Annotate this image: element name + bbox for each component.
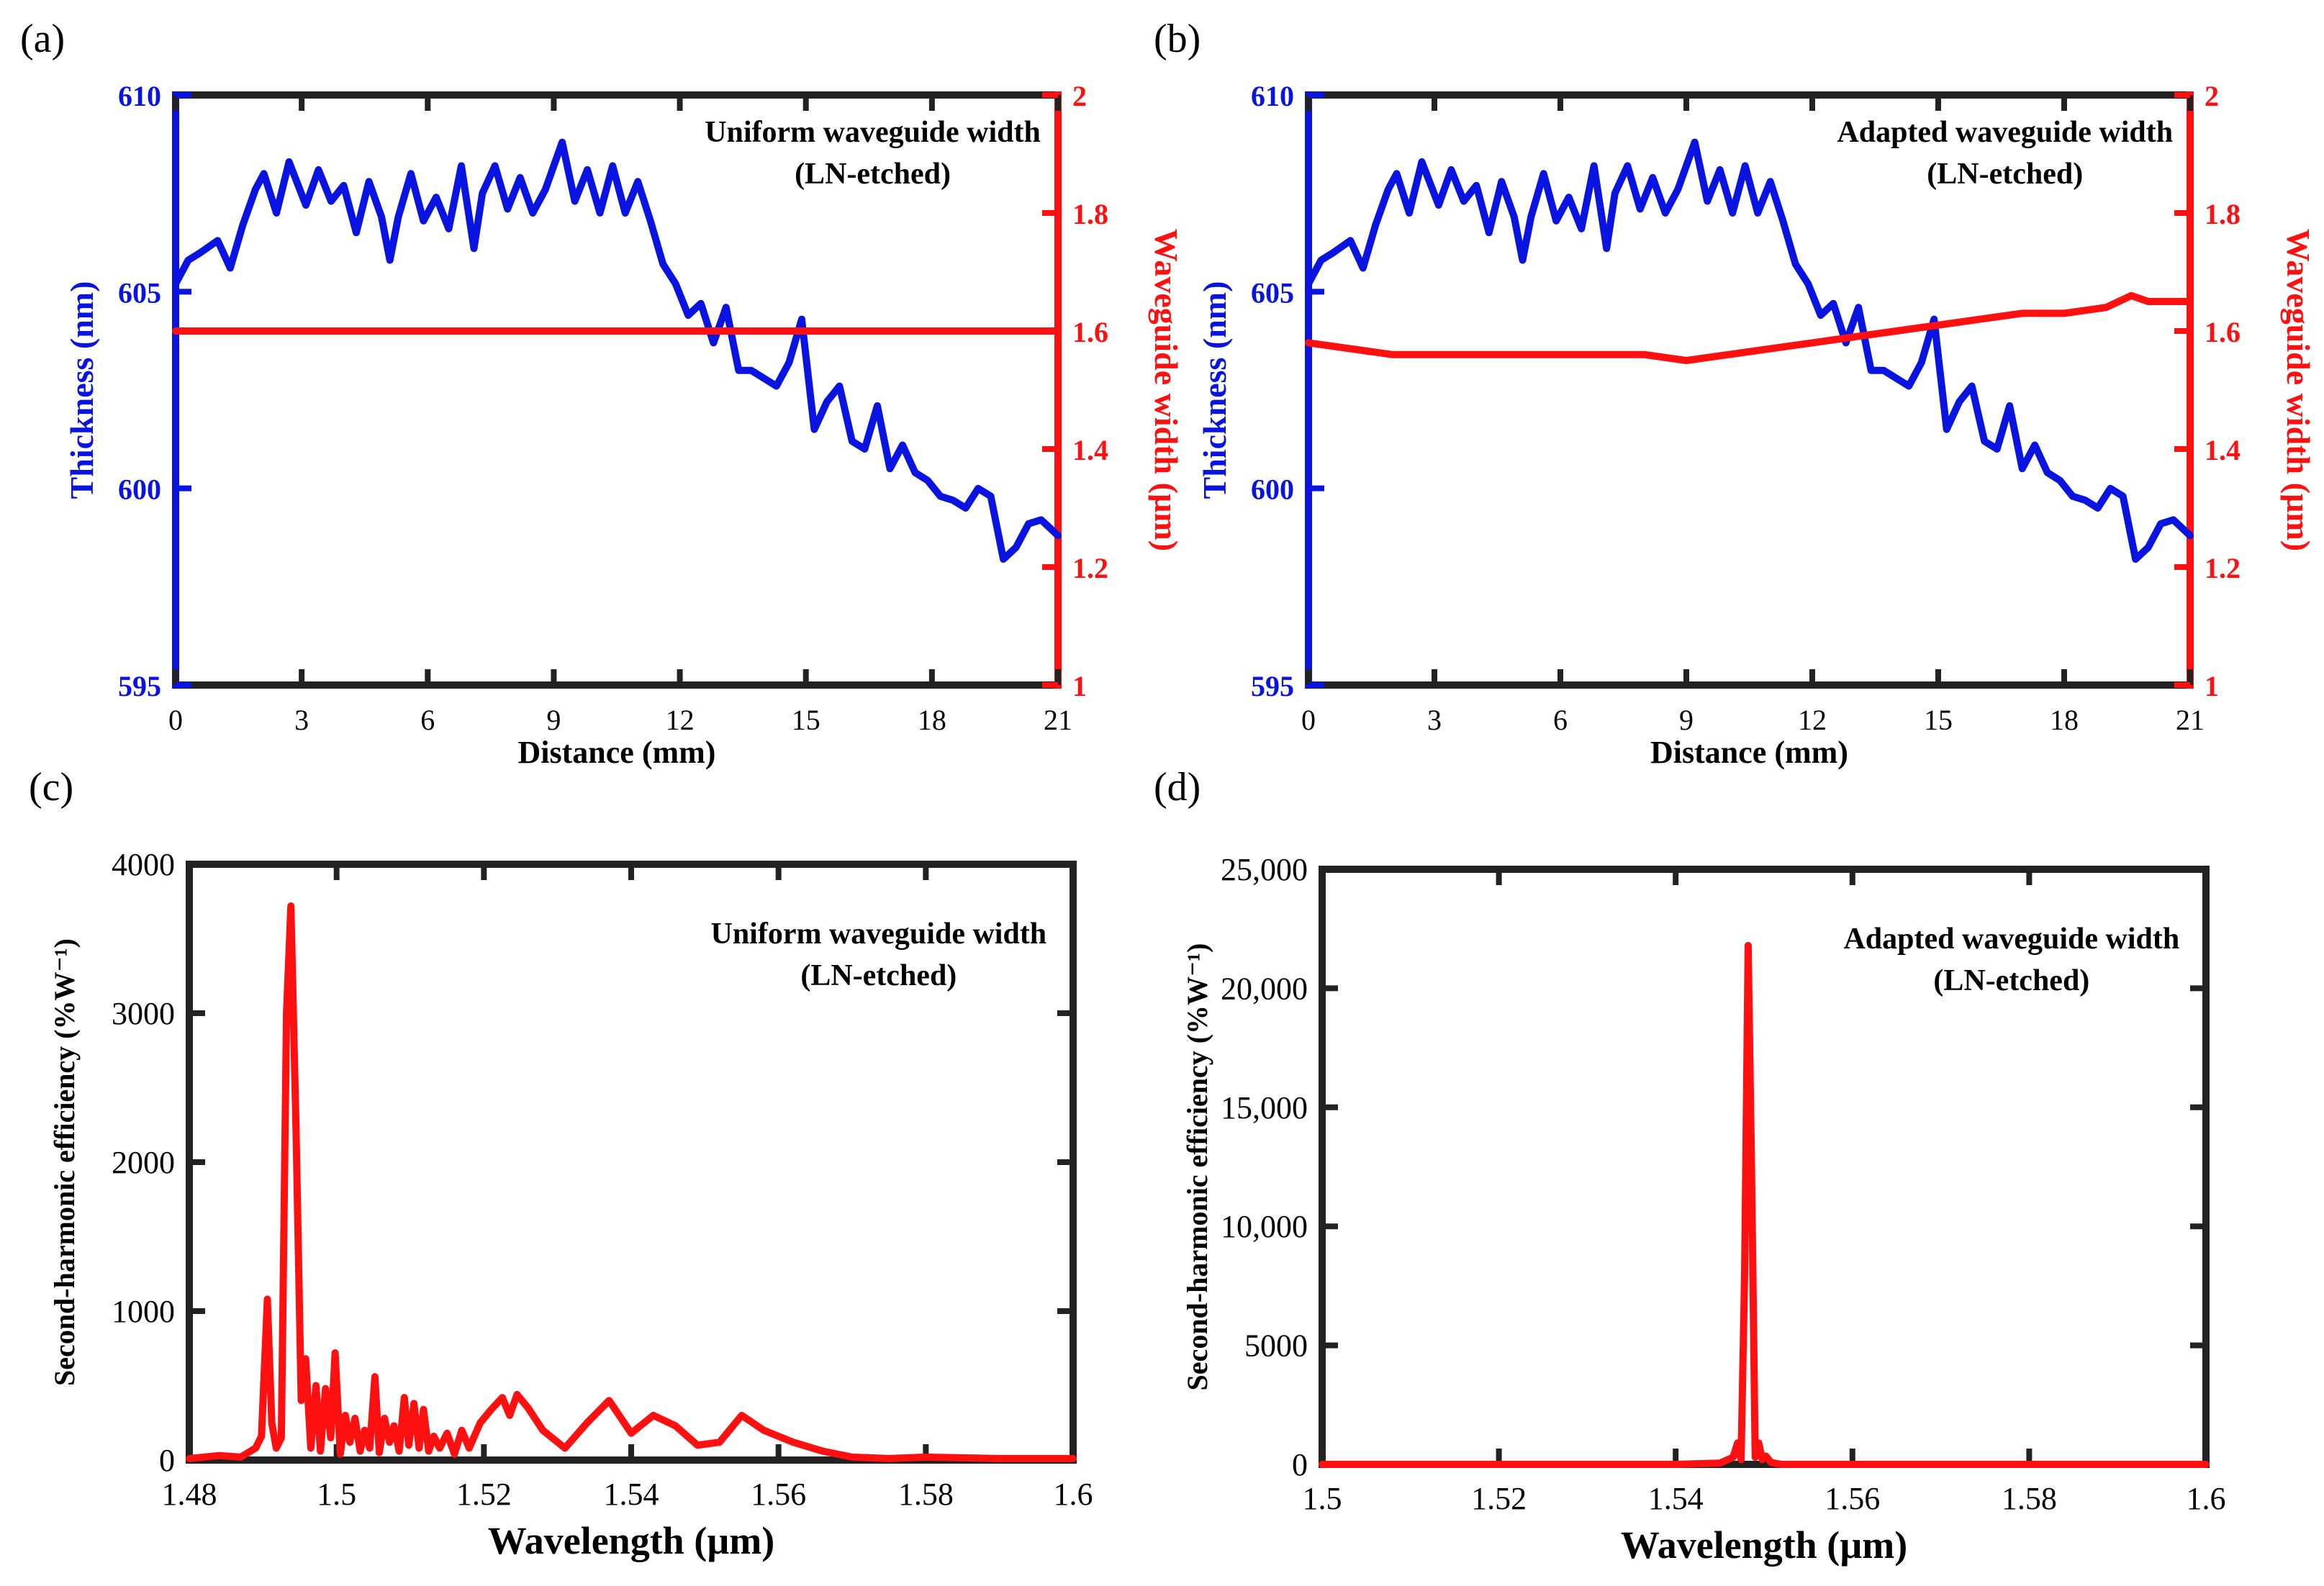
y-axis-label-right: Waveguide width (µm): [2280, 229, 2317, 551]
y-tick-label-left: 0: [159, 1443, 175, 1478]
x-tick-label: 6: [420, 704, 435, 736]
x-axis-label: Distance (mm): [518, 735, 716, 770]
y-axis-label: Second-harmonic efficiency (%W⁻¹): [1181, 943, 1213, 1391]
x-tick-label: 1.58: [898, 1477, 954, 1512]
x-tick-label: 15: [1924, 704, 1953, 736]
y-tick-label-right: 1.8: [1072, 198, 1108, 230]
x-tick-label: 1.52: [1471, 1481, 1527, 1516]
annotation-line-2: (LN-etched): [1927, 158, 2083, 191]
x-tick-label: 18: [918, 704, 946, 736]
y-tick-label-left: 15,000: [1221, 1090, 1308, 1125]
panel-label: (a): [20, 17, 65, 61]
y-tick-label-right: 2: [1072, 80, 1087, 112]
series-line-1: [1305, 138, 2194, 563]
y-tick-label-left: 25,000: [1221, 852, 1308, 887]
series-line-1: [1319, 941, 2210, 1468]
series-line-2: [1305, 291, 2194, 364]
x-axis-label: Wavelength (µm): [1621, 1523, 1908, 1567]
panel-2: (b) 0 3 6 9 12 15 18 21 595 600 605 610 1 1.2 1.4 1.6 1.8…: [1154, 17, 2317, 770]
x-tick-label: 1.56: [751, 1477, 806, 1512]
x-tick-label: 0: [168, 704, 183, 736]
x-tick-label: 1.48: [162, 1477, 217, 1512]
y-tick-label-left: 600: [118, 473, 161, 506]
y-tick-label-left: 605: [1251, 276, 1294, 309]
x-tick-label: 1.54: [604, 1477, 659, 1512]
panel-label: (d): [1154, 765, 1201, 810]
x-tick-label: 1.52: [456, 1477, 512, 1512]
x-axis-label: Wavelength (µm): [488, 1519, 775, 1562]
x-tick-label: 1.6: [2187, 1481, 2226, 1516]
x-tick-label: 1.58: [2002, 1481, 2057, 1516]
x-tick-label: 9: [546, 704, 561, 736]
y-tick-label-right: 1.6: [2205, 316, 2241, 348]
x-tick-label: 18: [2050, 704, 2079, 736]
annotation-line-1: Adapted waveguide width: [1843, 923, 2179, 956]
x-tick-label: 9: [1679, 704, 1694, 736]
annotation-line-2: (LN-etched): [800, 959, 957, 992]
panel-4: (d) 1.5 1.52 1.54 1.56 1.58 1.6 0 5000 10,000 15,0…: [1154, 765, 2226, 1567]
y-tick-label-left: 610: [1251, 80, 1294, 112]
y-tick-label-left: 3000: [112, 996, 175, 1031]
y-tick-label-left: 595: [118, 670, 161, 702]
x-tick-label: 15: [792, 704, 820, 736]
x-axis-label: Distance (mm): [1650, 735, 1848, 770]
y-tick-label-left: 0: [1292, 1447, 1308, 1482]
y-tick-label-right: 1.4: [1072, 434, 1108, 466]
y-tick-label-left: 605: [118, 276, 161, 309]
y-tick-label-right: 2: [2205, 80, 2219, 112]
annotation-line-1: Uniform waveguide width: [710, 917, 1046, 951]
y-tick-label-right: 1: [2205, 670, 2219, 702]
x-tick-label: 0: [1301, 704, 1316, 736]
panel-1: (a) 0 3 6 9 12 15 18 21 595 600 605 610 1 1.2 1.4 1.6 1.8…: [20, 17, 1185, 770]
panel-label: (b): [1154, 17, 1201, 61]
x-tick-label: 1.6: [1054, 1477, 1093, 1512]
y-tick-label-left: 5000: [1244, 1328, 1308, 1364]
y-tick-label-left: 2000: [112, 1145, 175, 1180]
annotation-line-2: (LN-etched): [1933, 964, 2089, 997]
annotation-line-1: Uniform waveguide width: [705, 116, 1041, 149]
y-tick-label-left: 610: [118, 80, 161, 112]
y-tick-label-right: 1.6: [1072, 316, 1108, 348]
y-axis-label-left: Thickness (nm): [1196, 281, 1233, 499]
panel-label: (c): [29, 765, 73, 810]
y-tick-label-left: 10,000: [1221, 1209, 1308, 1244]
annotation-line-2: (LN-etched): [795, 158, 951, 191]
y-axis-label: Second-harmonic efficiency (%W⁻¹): [48, 938, 81, 1386]
x-tick-label: 21: [1044, 704, 1072, 736]
y-tick-label-left: 4000: [112, 847, 175, 882]
x-tick-label: 1.5: [1303, 1481, 1342, 1516]
x-tick-label: 21: [2176, 704, 2205, 736]
y-tick-label-left: 1000: [112, 1294, 175, 1329]
y-tick-label-right: 1.4: [2205, 434, 2241, 466]
y-axis-label-left: Thickness (nm): [63, 281, 100, 499]
x-tick-label: 1.54: [1648, 1481, 1704, 1516]
x-tick-label: 3: [294, 704, 309, 736]
x-tick-label: 1.56: [1825, 1481, 1880, 1516]
y-tick-label-right: 1.2: [1072, 552, 1108, 584]
x-tick-label: 12: [1798, 704, 1827, 736]
x-tick-label: 6: [1553, 704, 1568, 736]
y-axis-label-right: Waveguide width (µm): [1148, 229, 1185, 551]
y-tick-label-right: 1: [1072, 670, 1087, 702]
series-line-1: [186, 902, 1077, 1462]
annotation-line-1: Adapted waveguide width: [1837, 116, 2173, 149]
series-line-1: [172, 138, 1062, 563]
panel-3: (c) 1.48 1.5 1.52 1.54 1.56 1.58 1.6 0 1000 2000 30…: [29, 765, 1093, 1562]
x-tick-label: 12: [666, 704, 695, 736]
x-tick-label: 3: [1427, 704, 1442, 736]
x-tick-label: 1.5: [317, 1477, 356, 1512]
y-tick-label-left: 600: [1251, 473, 1294, 506]
y-tick-label-right: 1.8: [2205, 198, 2241, 230]
y-tick-label-left: 20,000: [1221, 971, 1308, 1006]
y-tick-label-left: 595: [1251, 670, 1294, 702]
y-tick-label-right: 1.2: [2205, 552, 2241, 584]
